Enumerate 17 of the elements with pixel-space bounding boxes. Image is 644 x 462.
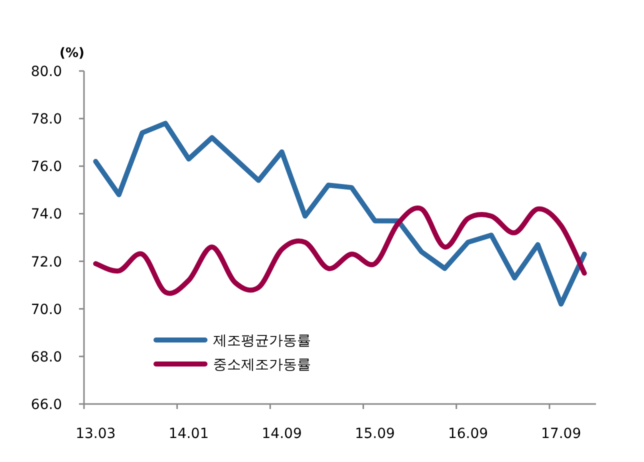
y-axis-title: (%): [60, 46, 84, 61]
y-tick-label: 72.0: [30, 254, 62, 270]
y-tick-label: 74.0: [30, 206, 62, 223]
y-tick-label: 80.0: [30, 64, 62, 80]
x-tick-label: 13.03: [76, 426, 116, 442]
y-tick-label: 70.0: [30, 302, 62, 318]
legend-label: 제조평균가동률: [213, 333, 311, 349]
legend-label: 중소제조가동률: [213, 357, 311, 373]
y-tick-label: 76.0: [30, 159, 62, 176]
x-tick-label: 16.09: [448, 426, 488, 442]
x-tick-label: 15.09: [354, 426, 395, 442]
x-tick-label: 14.09: [262, 426, 302, 442]
y-tick-label: 68.0: [30, 349, 62, 366]
x-tick-label: 14.01: [168, 426, 209, 442]
x-tick-label: 17.09: [541, 426, 582, 442]
y-tick-label: 66.0: [30, 397, 62, 413]
y-tick-label: 78.0: [30, 112, 62, 128]
